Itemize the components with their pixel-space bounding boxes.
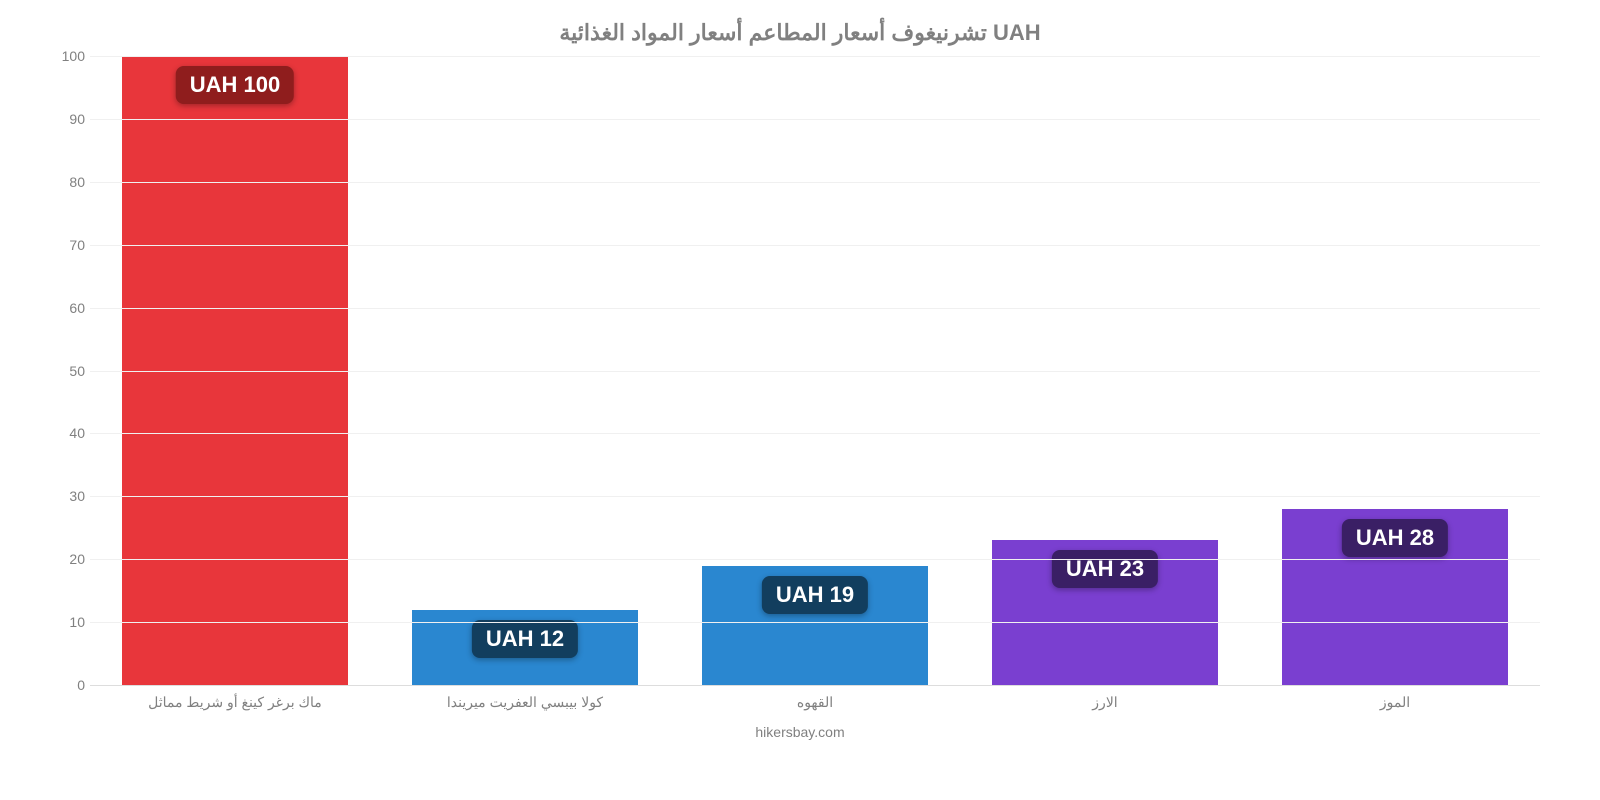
bar-value-label: UAH 28 xyxy=(1342,519,1448,557)
y-tick-label: 10 xyxy=(45,614,85,630)
y-tick-label: 0 xyxy=(45,677,85,693)
bar: UAH 19 xyxy=(702,566,928,686)
bar-value-label: UAH 23 xyxy=(1052,550,1158,588)
bar: UAH 23 xyxy=(992,540,1218,685)
bar-value-label: UAH 12 xyxy=(472,620,578,658)
chart-container: تشرنيغوف أسعار المطاعم أسعار المواد الغذ… xyxy=(0,0,1600,800)
y-tick-label: 40 xyxy=(45,425,85,441)
x-tick-label: الموز xyxy=(1250,686,1540,716)
y-tick-label: 70 xyxy=(45,237,85,253)
bar-value-label: UAH 19 xyxy=(762,576,868,614)
chart-title: تشرنيغوف أسعار المطاعم أسعار المواد الغذ… xyxy=(40,20,1560,46)
x-tick-label: كولا بيبسي العفريت ميريندا xyxy=(380,686,670,716)
y-tick-label: 90 xyxy=(45,111,85,127)
x-tick-label: الارز xyxy=(960,686,1250,716)
bar-value-label: UAH 100 xyxy=(176,66,294,104)
bar: UAH 12 xyxy=(412,610,638,685)
x-axis-labels: ماك برغر كينغ أو شريط مماثلكولا بيبسي ال… xyxy=(90,686,1540,716)
chart-source: hikersbay.com xyxy=(40,724,1560,740)
grid-line xyxy=(90,182,1540,183)
grid-line xyxy=(90,308,1540,309)
grid-line xyxy=(90,496,1540,497)
y-tick-label: 30 xyxy=(45,488,85,504)
y-tick-label: 80 xyxy=(45,174,85,190)
bar: UAH 28 xyxy=(1282,509,1508,685)
y-tick-label: 100 xyxy=(45,48,85,64)
y-tick-label: 50 xyxy=(45,363,85,379)
grid-line xyxy=(90,622,1540,623)
chart-area: UAH 100UAH 12UAH 19UAH 23UAH 28 01020304… xyxy=(90,56,1540,716)
grid-line xyxy=(90,559,1540,560)
grid-line xyxy=(90,371,1540,372)
grid-line xyxy=(90,56,1540,57)
grid-line xyxy=(90,245,1540,246)
y-tick-label: 20 xyxy=(45,551,85,567)
y-tick-label: 60 xyxy=(45,300,85,316)
plot-area: UAH 100UAH 12UAH 19UAH 23UAH 28 01020304… xyxy=(90,56,1540,686)
x-tick-label: ماك برغر كينغ أو شريط مماثل xyxy=(90,686,380,716)
grid-line xyxy=(90,433,1540,434)
grid-line xyxy=(90,119,1540,120)
x-tick-label: القهوه xyxy=(670,686,960,716)
